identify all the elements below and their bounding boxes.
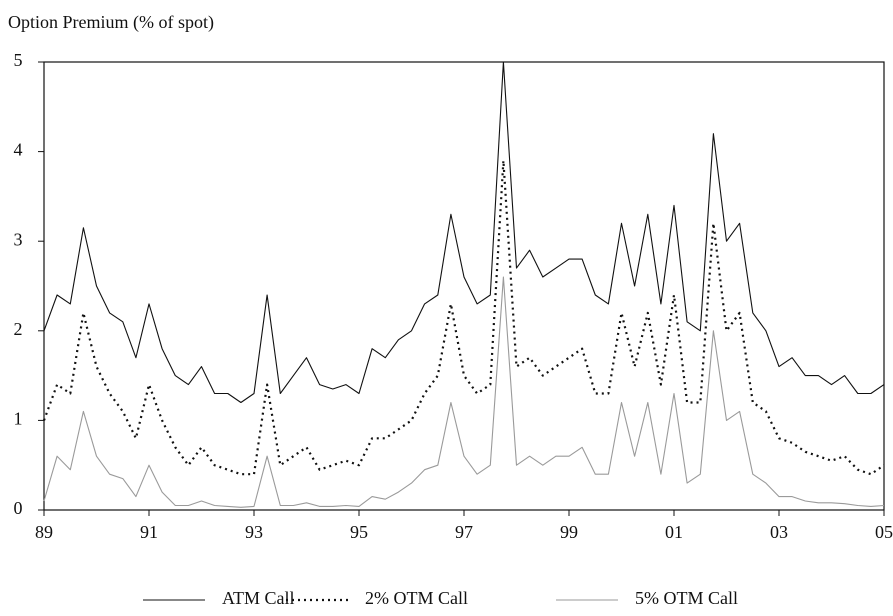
legend-label: 5% OTM Call — [635, 588, 738, 608]
x-tick-label: 01 — [665, 522, 683, 542]
x-tick-label: 89 — [35, 522, 53, 542]
y-tick-label: 4 — [14, 140, 23, 160]
series-line — [43, 61, 885, 404]
x-tick-label: 91 — [140, 522, 158, 542]
y-tick-label: 3 — [14, 229, 23, 249]
x-tick-label: 03 — [770, 522, 788, 542]
x-tick-label: 05 — [875, 522, 893, 542]
series-line — [42, 159, 885, 476]
y-tick-label: 2 — [14, 319, 23, 339]
x-tick-label: 97 — [455, 522, 473, 542]
plot-frame — [43, 61, 885, 511]
y-tick-label: 0 — [14, 498, 23, 518]
legend-label: 2% OTM Call — [365, 588, 468, 608]
x-tick-label: 95 — [350, 522, 368, 542]
y-tick-label: 1 — [14, 409, 23, 429]
x-tick-label: 93 — [245, 522, 263, 542]
series-line — [43, 276, 885, 508]
legend-label: ATM Call — [222, 588, 295, 608]
x-tick-label: 99 — [560, 522, 578, 542]
y-axis-label: Option Premium (% of spot) — [8, 12, 214, 33]
y-tick-label: 5 — [14, 50, 23, 70]
